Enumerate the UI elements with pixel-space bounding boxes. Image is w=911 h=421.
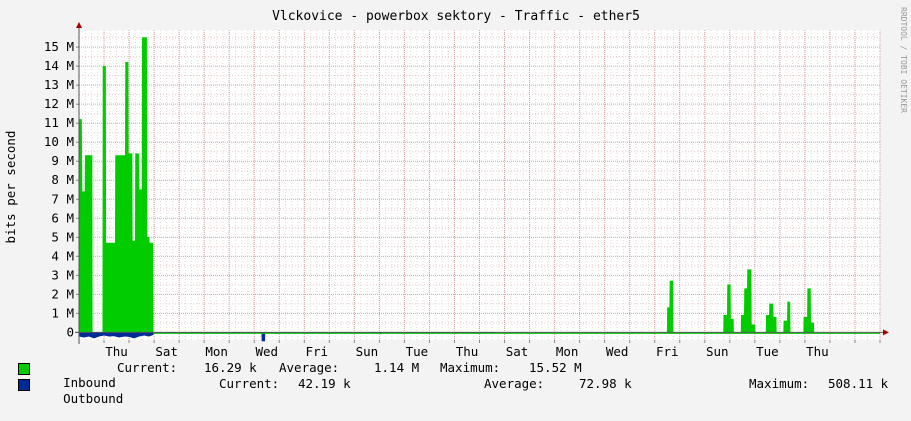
x-tick-label: Mon — [556, 344, 579, 359]
x-tick-label: Wed — [255, 344, 278, 359]
chart-title: Vlckovice - powerbox sektory - Traffic -… — [272, 9, 640, 24]
x-tick-label: Mon — [205, 344, 228, 359]
y-tick-label: 7 M — [51, 191, 74, 206]
outbound-average-value: 72.98 k — [579, 376, 632, 391]
y-tick-label: 11 M — [44, 115, 74, 130]
y-tick-label: 10 M — [44, 134, 74, 149]
axes — [75, 22, 889, 344]
y-tick-label: 0 — [66, 324, 74, 339]
x-tick-label: Sat — [155, 344, 178, 359]
y-axis-label: bits per second — [3, 131, 18, 244]
y-tick-label: 8 M — [51, 172, 74, 187]
traffic-graph: Vlckovice - powerbox sektory - Traffic -… — [3, 7, 908, 406]
x-tick-label: Tue — [756, 344, 779, 359]
y-tick-label: 12 M — [44, 96, 74, 111]
outbound-name: Outbound — [63, 391, 124, 406]
y-tick-label: 15 M — [44, 39, 74, 54]
inbound-series — [78, 37, 815, 333]
x-tick-label: Sat — [506, 344, 529, 359]
inbound-average-label: Average: — [279, 360, 340, 375]
y-tick-labels: 0 1 M 2 M 3 M 4 M 5 M 6 M 7 M 8 M 9 M 10 M 11 M 12 M… — [44, 39, 74, 339]
x-tick-label: Thu — [456, 344, 479, 359]
inbound-legend: Inbound — [33, 360, 116, 405]
inbound-legend-swatch — [18, 363, 30, 375]
x-tick-label: Thu — [806, 344, 829, 359]
y-tick-label: 5 M — [51, 229, 74, 244]
outbound-legend-swatch — [18, 379, 30, 391]
x-tick-labels: Thu Sat Mon Wed Fri Sun Tue Thu Sat Mon Wed Fri Sun T… — [105, 344, 828, 359]
x-tick-label: Tue — [406, 344, 429, 359]
rrdtool-watermark: RRDTOOL / TOBI OETIKER — [899, 7, 908, 113]
x-axis-arrow — [883, 329, 889, 336]
grid-lines — [78, 30, 881, 340]
outbound-legend: Outbound — [33, 376, 123, 421]
x-tick-label: Wed — [606, 344, 629, 359]
outbound-maximum-value: 508.11 k — [828, 376, 889, 391]
y-tick-label: 2 M — [51, 286, 74, 301]
outbound-current-value: 42.19 k — [298, 376, 351, 391]
outbound-average-label: Average: — [484, 376, 545, 391]
y-axis-arrow — [76, 22, 82, 28]
y-tick-label: 14 M — [44, 58, 74, 73]
inbound-maximum-label: Maximum: — [440, 360, 501, 375]
inbound-maximum-value: 15.52 M — [529, 360, 582, 375]
y-tick-label: 13 M — [44, 77, 74, 92]
x-tick-label: Sun — [706, 344, 729, 359]
inbound-average-value: 1.14 M — [374, 360, 420, 375]
outbound-current-label: Current: — [219, 376, 280, 391]
outbound-maximum-label: Maximum: — [749, 376, 810, 391]
y-tick-label: 6 M — [51, 210, 74, 225]
inbound-current-value: 16.29 k — [204, 360, 257, 375]
y-tick-label: 4 M — [51, 248, 74, 263]
x-tick-label: Fri — [306, 344, 329, 359]
y-tick-label: 3 M — [51, 267, 74, 282]
y-tick-label: 1 M — [51, 305, 74, 320]
x-tick-label: Fri — [656, 344, 679, 359]
inbound-name: Inbound — [63, 375, 116, 390]
y-tick-label: 9 M — [51, 153, 74, 168]
inbound-current-label: Current: — [117, 360, 178, 375]
traffic-chart-svg: Vlckovice - powerbox sektory - Traffic -… — [3, 7, 908, 359]
x-tick-label: Thu — [105, 344, 128, 359]
x-tick-label: Sun — [356, 344, 379, 359]
